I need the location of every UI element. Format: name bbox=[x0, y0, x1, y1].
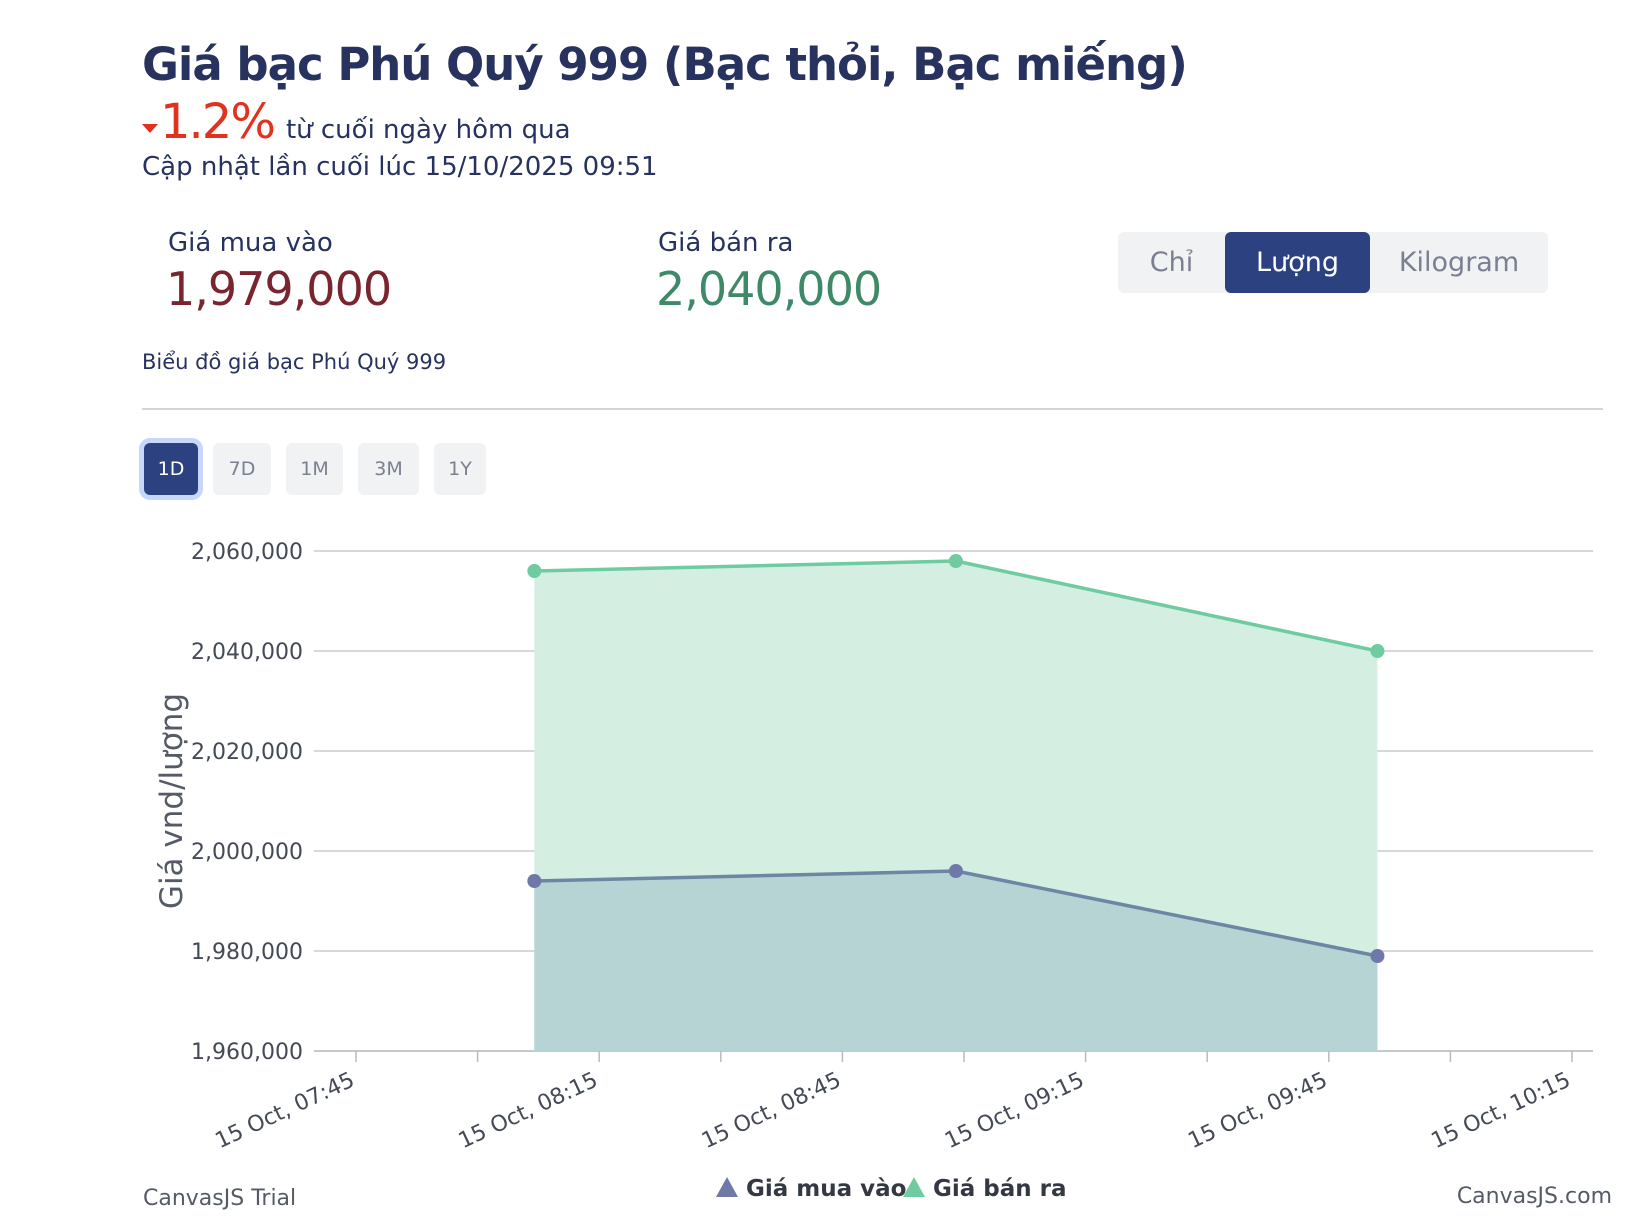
sell-price-label: Giá bán ra bbox=[658, 228, 794, 258]
page-title: Giá bạc Phú Quý 999 (Bạc thỏi, Bạc miếng… bbox=[142, 38, 1188, 91]
x-tick-label: 15 Oct, 07:45 bbox=[212, 1068, 359, 1154]
x-tick-label: 15 Oct, 10:15 bbox=[1428, 1068, 1575, 1154]
y-tick-label: 2,040,000 bbox=[191, 640, 303, 665]
unit-tab-kilogram[interactable]: Kilogram bbox=[1398, 247, 1520, 278]
change-percent: 1.2% bbox=[160, 94, 276, 150]
legend-buy-label: Giá mua vào bbox=[746, 1176, 906, 1202]
buy-series-point bbox=[948, 864, 963, 878]
x-tick-label: 15 Oct, 09:15 bbox=[941, 1068, 1088, 1154]
range-tab-1m[interactable]: 1M bbox=[286, 443, 343, 495]
sell-price-value: 2,040,000 bbox=[656, 262, 882, 316]
range-tab-1d[interactable]: 1D bbox=[144, 443, 198, 495]
unit-tab-chi[interactable]: Chỉ bbox=[1149, 247, 1194, 278]
sell-series-point bbox=[1370, 644, 1385, 658]
legend-sell-marker bbox=[903, 1177, 925, 1197]
price-change: 1.2% từ cuối ngày hôm qua bbox=[142, 94, 571, 150]
divider bbox=[142, 408, 1603, 410]
buy-series-point bbox=[1370, 949, 1385, 963]
sell-series-point bbox=[948, 554, 963, 568]
down-arrow-icon bbox=[142, 123, 158, 133]
buy-series-area bbox=[534, 871, 1378, 1051]
y-tick-label: 2,060,000 bbox=[191, 540, 303, 565]
buy-price-label: Giá mua vào bbox=[168, 228, 333, 258]
x-tick-label: 15 Oct, 08:45 bbox=[698, 1068, 845, 1154]
sell-series-point bbox=[527, 564, 542, 578]
unit-tab-luong[interactable]: Lượng bbox=[1225, 232, 1370, 293]
range-tab-1y[interactable]: 1Y bbox=[434, 443, 486, 495]
credit-left: CanvasJS Trial bbox=[143, 1186, 297, 1211]
unit-selector: Chỉ Lượng Kilogram bbox=[1118, 232, 1548, 293]
y-tick-label: 1,980,000 bbox=[191, 940, 303, 965]
range-tab-3m[interactable]: 3M bbox=[358, 443, 419, 495]
legend-sell-label: Giá bán ra bbox=[933, 1176, 1067, 1202]
x-tick-label: 15 Oct, 08:15 bbox=[455, 1068, 602, 1154]
y-axis-title: Giá vnd/lượng bbox=[154, 693, 190, 909]
change-label: từ cuối ngày hôm qua bbox=[285, 115, 571, 145]
last-updated: Cập nhật lần cuối lúc 15/10/2025 09:51 bbox=[142, 152, 658, 182]
buy-series-point bbox=[527, 874, 542, 888]
y-tick-label: 2,000,000 bbox=[191, 840, 303, 865]
range-tab-7d[interactable]: 7D bbox=[213, 443, 271, 495]
chart-heading: Biểu đồ giá bạc Phú Quý 999 bbox=[142, 350, 447, 374]
credit-right[interactable]: CanvasJS.com bbox=[1456, 1184, 1612, 1209]
legend-buy-marker bbox=[716, 1177, 738, 1197]
y-tick-label: 2,020,000 bbox=[191, 740, 303, 765]
x-tick-label: 15 Oct, 09:45 bbox=[1184, 1068, 1331, 1154]
y-tick-label: 1,960,000 bbox=[191, 1040, 303, 1065]
buy-price-value: 1,979,000 bbox=[166, 262, 392, 316]
